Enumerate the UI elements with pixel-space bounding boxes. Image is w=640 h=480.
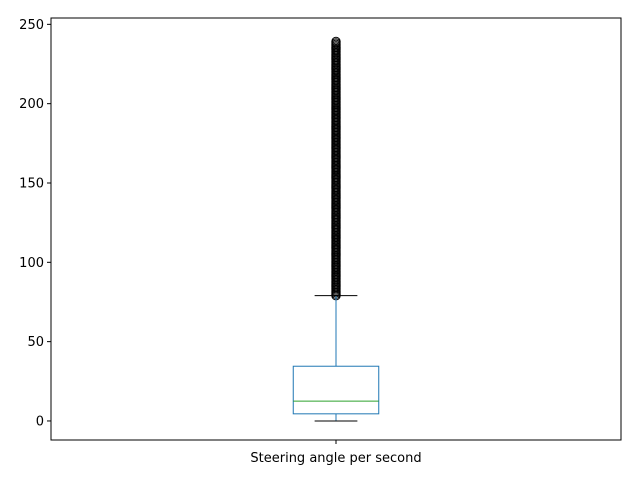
y-tick-label: 150 (19, 176, 44, 191)
y-tick-label: 250 (19, 18, 44, 33)
x-category-label: Steering angle per second (250, 451, 421, 466)
y-tick-label: 200 (19, 97, 44, 112)
x-axis: Steering angle per second (250, 440, 422, 466)
boxes (292, 36, 380, 422)
y-tick-label: 0 (36, 414, 44, 429)
outlier-point (331, 36, 341, 47)
iqr-box (292, 365, 380, 415)
y-tick-label: 50 (27, 335, 44, 350)
y-tick-label: 100 (19, 256, 44, 271)
y-axis: 0 50 100 150 200 250 (19, 18, 51, 429)
